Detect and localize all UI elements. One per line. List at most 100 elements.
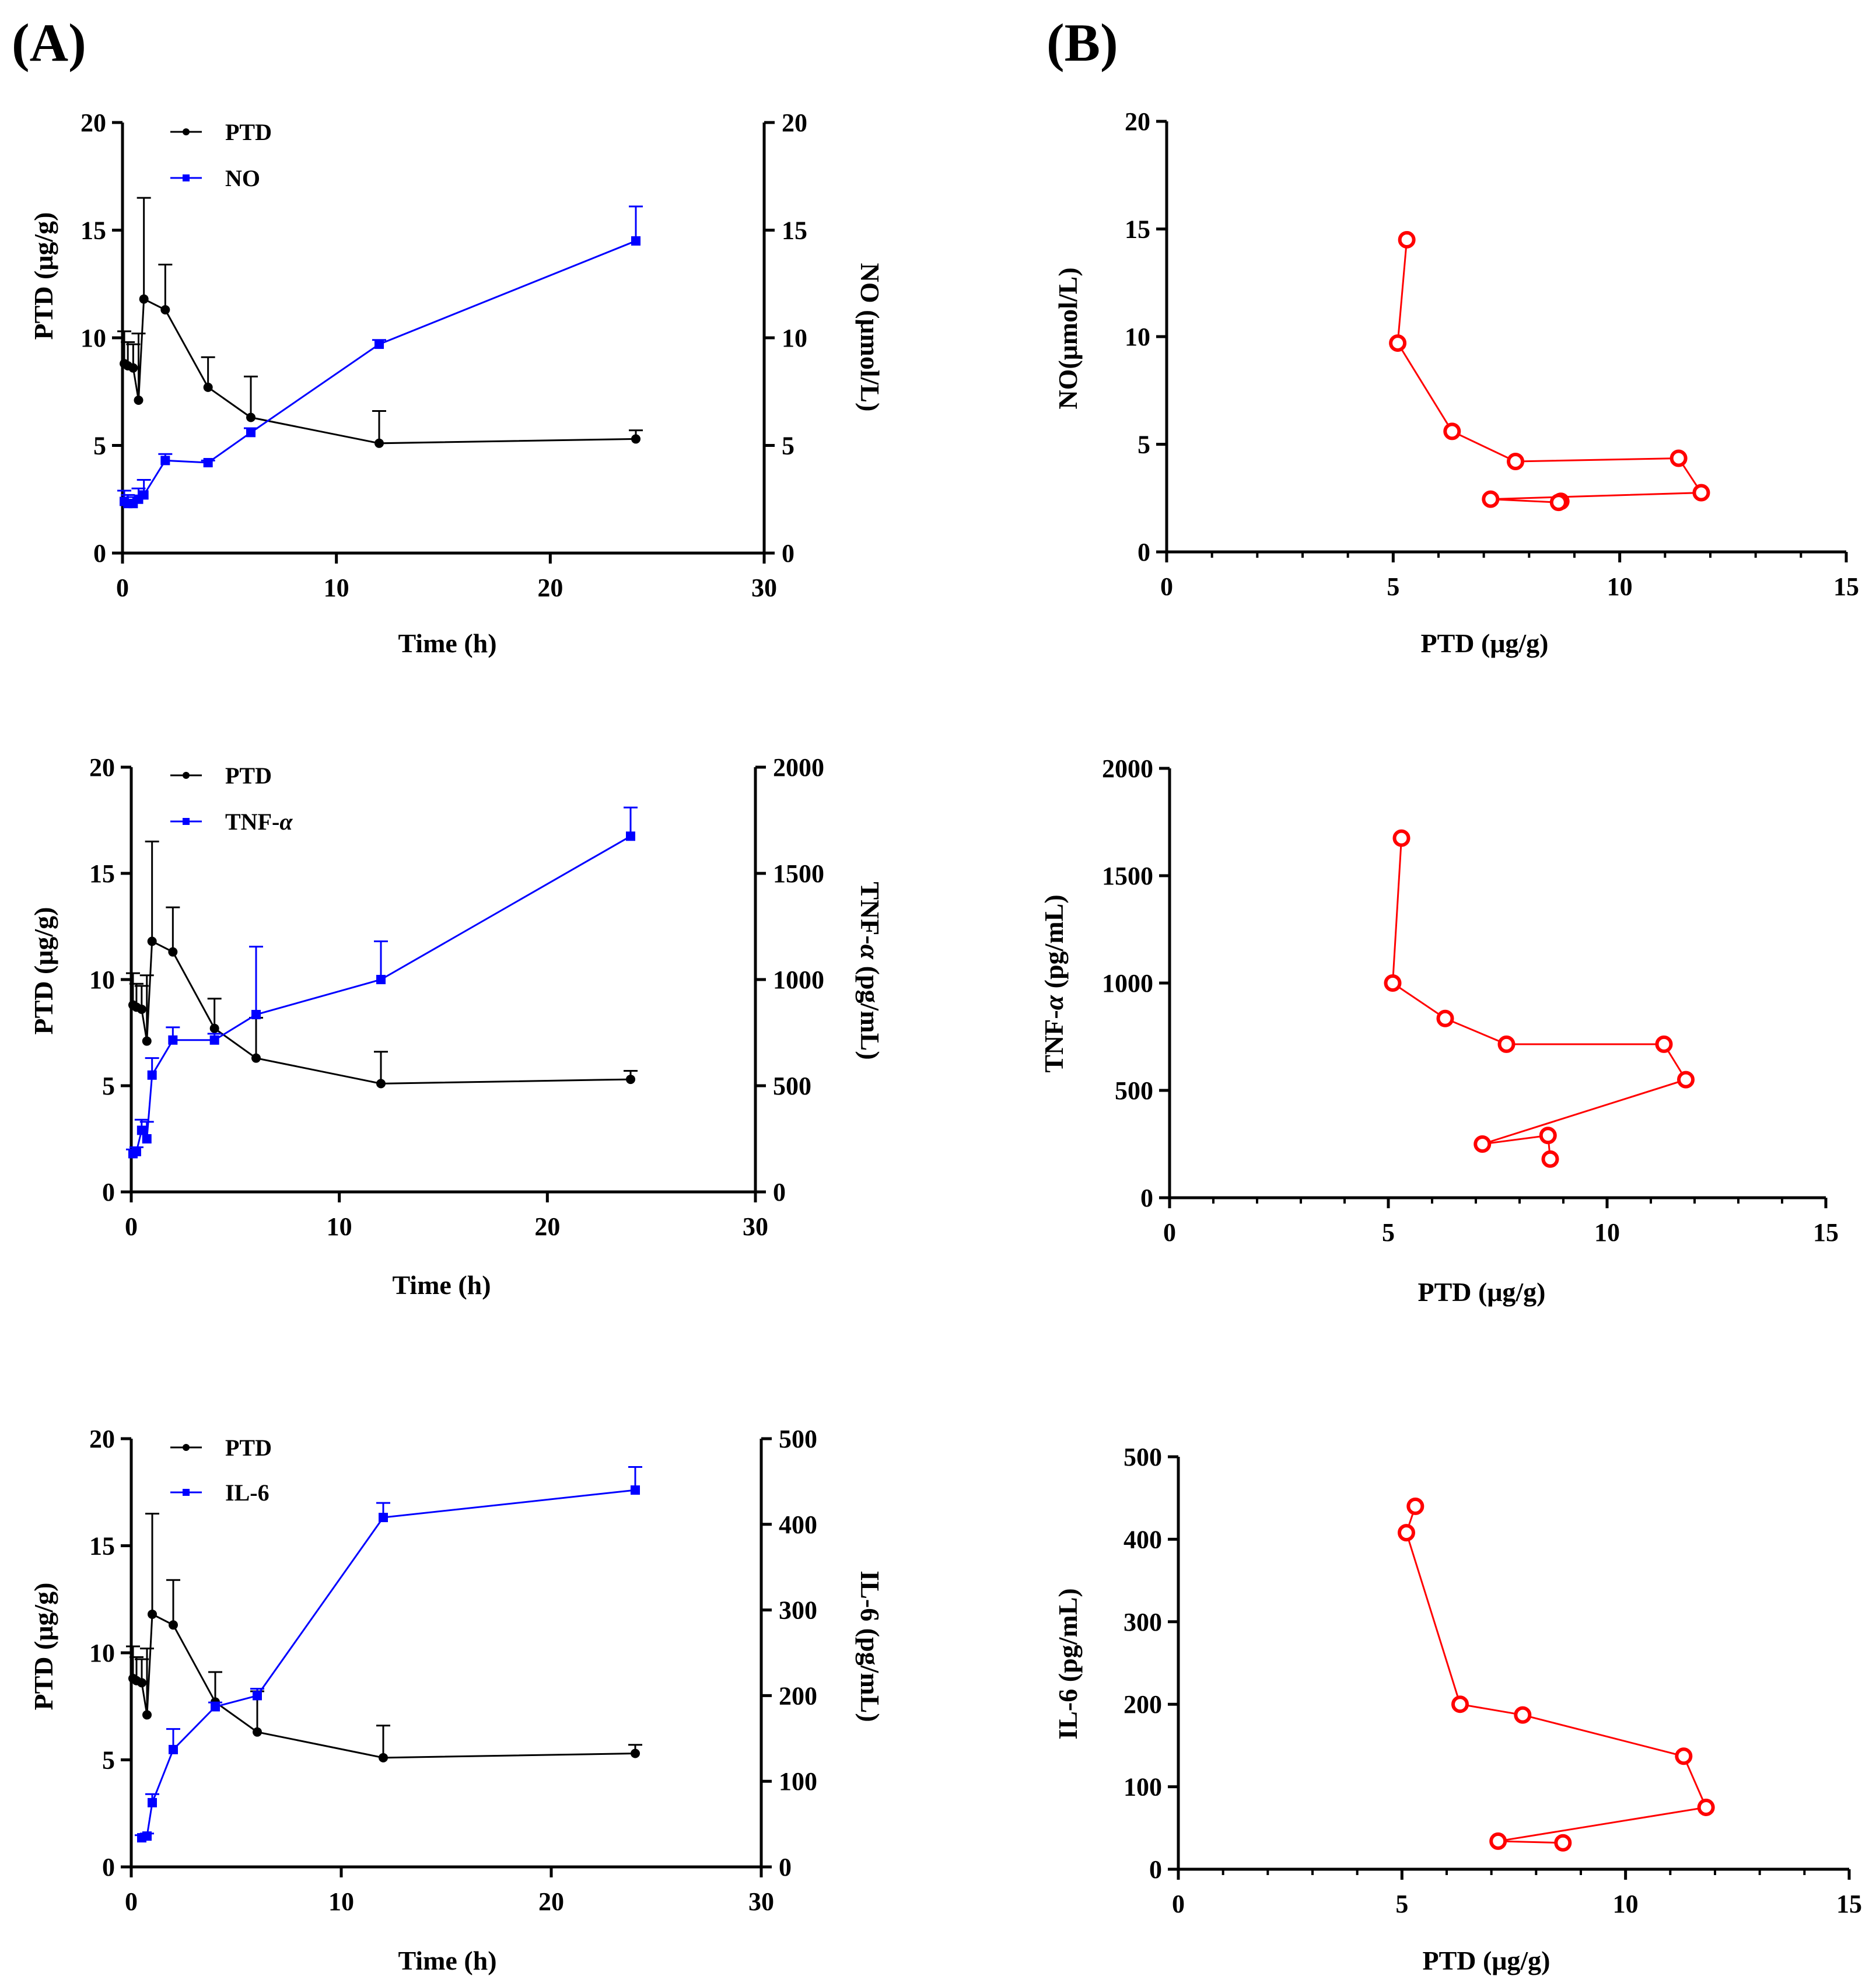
scatter-point xyxy=(1406,1497,1424,1515)
x-axis-label-ptd: PTD (μg/g) xyxy=(1418,1277,1546,1307)
y-tick-label: 10 xyxy=(89,1639,115,1667)
il6-point xyxy=(631,1485,640,1495)
ptd-point xyxy=(128,363,138,373)
no-point xyxy=(631,236,640,246)
legend-label-tnf: TNF-α xyxy=(225,809,293,835)
y2-tick-label: 300 xyxy=(779,1596,817,1625)
ptd-point xyxy=(209,1023,219,1033)
chart-ptd-no-time: PTD (μg/g) NO (μmol/L) Time (h) PTD NO 0… xyxy=(29,109,885,658)
ptd-point xyxy=(168,947,178,957)
scatter-point xyxy=(1398,1524,1415,1542)
scatter-point xyxy=(1389,334,1407,352)
y2-label-tnf-suffix: (pg/mL) xyxy=(855,959,885,1060)
ptd-point xyxy=(137,1678,146,1688)
x-tick-label: 0 xyxy=(1160,572,1173,601)
ptd-point xyxy=(139,294,149,304)
y-tick-label: 15 xyxy=(89,1532,115,1561)
x-tick-label: 0 xyxy=(116,573,129,602)
legend-marker-no xyxy=(183,174,190,181)
ptd-point xyxy=(148,1609,157,1619)
ptd-point xyxy=(631,1748,640,1758)
y-tick-label: 10 xyxy=(89,966,115,994)
x-tick-label: 0 xyxy=(1163,1218,1176,1247)
x-tick-label: 15 xyxy=(1813,1218,1839,1247)
y-tick-label: 1500 xyxy=(1102,862,1153,890)
scatter-point xyxy=(1670,449,1688,467)
legend-label-no: NO xyxy=(225,165,260,191)
no-point xyxy=(246,428,256,438)
tnf-point xyxy=(168,1035,178,1045)
scatter-point xyxy=(1677,1071,1695,1089)
y-tick-label: 0 xyxy=(1149,1855,1162,1884)
scatter-point xyxy=(1697,1798,1715,1816)
il6-point xyxy=(169,1744,178,1754)
chart-tnf-vs-ptd: TNF-α (pg/mL) PTD (μg/g) 0 5 10 15 0 500 1000 1… xyxy=(1039,754,1839,1307)
x-tick-label: 15 xyxy=(1833,572,1859,601)
y-tick-label: 5 xyxy=(93,432,106,460)
y-label-tnf-suffix: (pg/mL) xyxy=(1039,894,1069,995)
legend-marker-tnf xyxy=(183,818,190,825)
ptd-point xyxy=(169,1620,178,1630)
scatter-point xyxy=(1392,829,1410,847)
x-tick-label: 10 xyxy=(324,573,349,602)
x-axis-label-time: Time (h) xyxy=(398,1946,496,1975)
y-tick-label: 10 xyxy=(80,324,106,352)
scatter-point xyxy=(1541,1150,1559,1168)
ptd-point xyxy=(374,438,384,448)
ptd-point xyxy=(626,1075,635,1085)
legend-marker-ptd xyxy=(183,128,190,135)
y-axis-label-ptd: PTD (μg/g) xyxy=(29,212,58,340)
legend-marker-ptd xyxy=(183,772,190,779)
y2-axis-label-il6: IL-6 (pg/mL) xyxy=(855,1571,885,1722)
y2-tick-label: 0 xyxy=(782,539,794,568)
x-tick-label: 20 xyxy=(534,1212,560,1241)
y-tick-label: 1000 xyxy=(1102,969,1153,998)
x-tick-label: 30 xyxy=(743,1212,768,1241)
legend: PTD IL-6 xyxy=(170,1435,272,1506)
x-tick-label: 20 xyxy=(538,1887,564,1916)
tnf-point xyxy=(131,1146,141,1156)
scatter-point xyxy=(1474,1135,1492,1153)
x-axis-label-ptd: PTD (μg/g) xyxy=(1421,628,1549,658)
x-tick-label: 30 xyxy=(748,1887,774,1916)
scatter-point xyxy=(1451,1695,1469,1713)
panel-label-b: (B) xyxy=(1046,13,1118,72)
chart-ptd-il6-time: PTD (μg/g) IL-6 (pg/mL) Time (h) PTD IL-… xyxy=(29,1425,885,1975)
y2-tick-label: 400 xyxy=(779,1510,817,1539)
scatter-point xyxy=(1482,490,1500,508)
scatter-point xyxy=(1675,1747,1693,1765)
y2-tick-label: 500 xyxy=(773,1072,811,1100)
legend-marker-il6 xyxy=(183,1489,190,1496)
y-tick-label: 20 xyxy=(1125,107,1150,136)
y2-tick-label: 1500 xyxy=(773,859,824,888)
y-label-tnf-prefix: TNF- xyxy=(1039,1010,1069,1072)
ptd-point xyxy=(253,1727,262,1737)
scatter-point xyxy=(1443,422,1461,440)
chart-no-vs-ptd: NO(μmol/L) PTD (μg/g) 0 5 10 15 0 5 10 15 20 xyxy=(1053,107,1859,658)
scatter-point xyxy=(1384,974,1402,992)
tnf-point xyxy=(626,831,635,841)
scatter-point xyxy=(1514,1706,1532,1724)
y-axis-label-ptd-text: PTD (μg/g) xyxy=(29,1583,58,1711)
phase-line xyxy=(1405,1506,1707,1844)
tnf-point xyxy=(142,1134,152,1143)
y2-tick-label: 15 xyxy=(782,216,807,245)
legend: PTD TNF-α xyxy=(170,763,293,835)
y-axis-label-il6: IL-6 (pg/mL) xyxy=(1053,1588,1083,1739)
x-tick-label: 15 xyxy=(1836,1890,1862,1918)
y-tick-label: 15 xyxy=(1125,215,1150,244)
y-tick-label: 0 xyxy=(1140,1184,1153,1212)
legend-label-il6: IL-6 xyxy=(225,1480,270,1506)
ptd-point xyxy=(251,1053,261,1063)
y-tick-label: 0 xyxy=(102,1853,115,1881)
x-tick-label: 5 xyxy=(1395,1890,1408,1918)
il6-point xyxy=(148,1797,157,1807)
y-tick-label: 5 xyxy=(1138,431,1150,459)
y2-axis-label-no: NO (μmol/L) xyxy=(855,263,885,412)
chart-il6-vs-ptd: IL-6 (pg/mL) PTD (μg/g) 0 5 10 15 0 100 200 300… xyxy=(1053,1443,1862,1975)
ptd-point xyxy=(142,1710,152,1720)
y-tick-label: 15 xyxy=(80,216,106,245)
y-tick-label: 0 xyxy=(102,1178,115,1206)
y-tick-label: 400 xyxy=(1124,1525,1162,1554)
